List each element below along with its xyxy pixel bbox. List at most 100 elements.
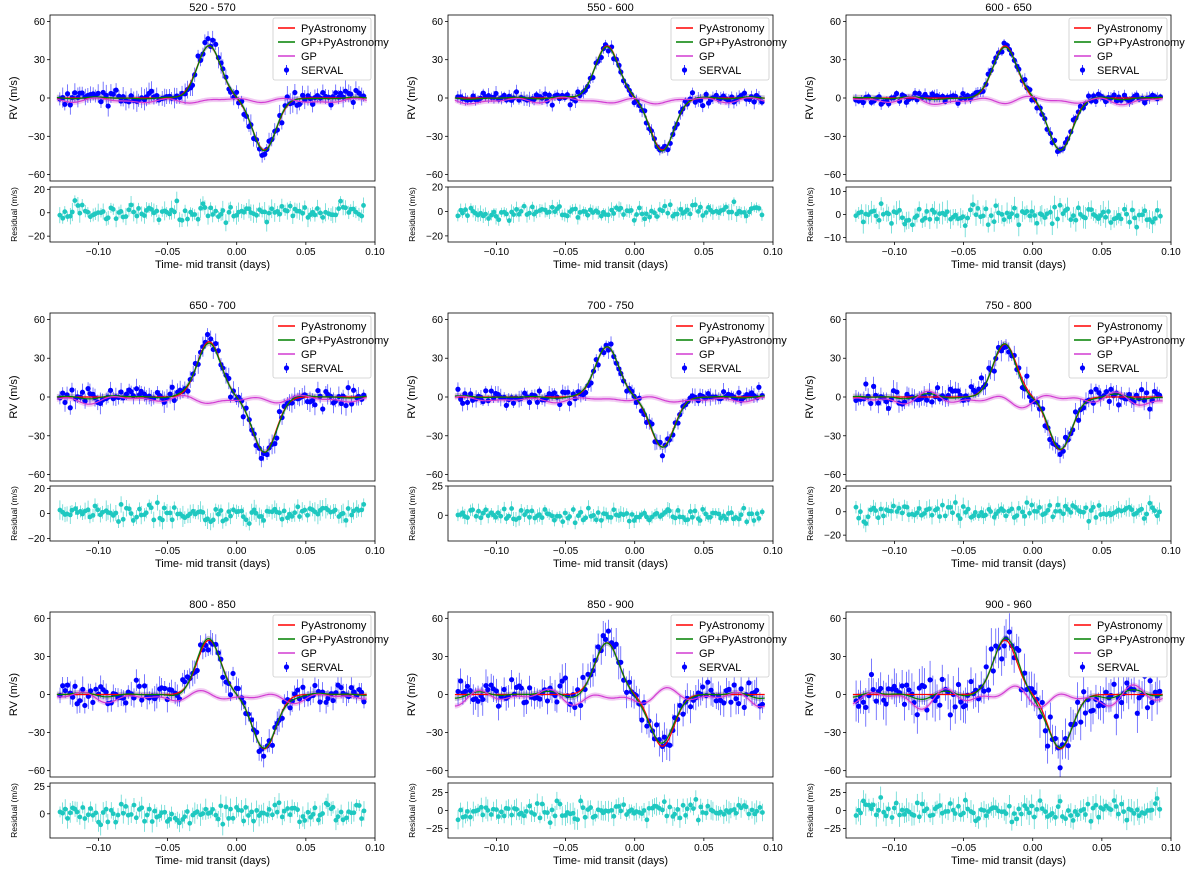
serval-point [1042,728,1048,734]
serval-point [865,393,871,399]
residual-point [92,503,98,509]
serval-point [901,701,908,707]
residual-point [644,514,650,520]
xtick-label: 0.00 [1023,843,1043,854]
residual-point [953,212,958,218]
residual-point [501,506,507,512]
subplot-title: 850 - 900 [587,599,633,611]
serval-point [64,91,71,97]
serval-point [85,386,91,392]
residual-point [716,511,722,517]
serval-point [751,99,757,105]
residual-point [692,202,698,208]
serval-point [110,91,116,97]
residual-point [631,217,637,223]
residual-point [192,212,198,217]
residual-point [629,512,635,517]
serval-point [912,90,918,96]
serval-point [978,375,985,381]
residual-point [988,509,994,514]
residual-point [1128,807,1134,813]
residual-ytick-label: 0 [39,208,45,219]
residual-point [297,819,302,825]
residual-point [88,806,94,811]
serval-point [713,698,719,704]
residual-point [95,507,101,513]
residual-point [1016,505,1022,511]
serval-point [1134,92,1140,98]
residual-point [948,504,953,510]
residual-plot-area [853,194,1163,238]
residual-point [743,804,749,810]
residual-point [115,812,121,818]
residual-point [522,512,528,518]
residual-point [930,812,936,818]
rv-ytick-label: −60 [426,470,443,481]
legend-serval-marker [1079,365,1086,371]
residual-point [881,513,886,519]
serval-point [870,383,877,389]
serval-point [296,101,303,107]
residual-point [120,516,126,522]
residual-point [1042,511,1048,516]
residual-point [486,216,491,221]
serval-point [595,644,601,650]
legend-label: PyAstronomy [301,620,367,632]
residual-point [100,810,106,815]
residual-point [1157,509,1162,515]
residual-point [687,509,693,514]
subplot-title: 900 - 960 [985,599,1031,611]
serval-point [1144,390,1150,396]
legend: PyAstronomy GP+PyAstronomy GP SERVAL [670,614,787,678]
rv-ytick-label: −30 [824,132,841,143]
serval-point [868,400,874,407]
residual-point [927,216,933,222]
residual-point [979,509,984,515]
residual-point [359,507,365,513]
legend: PyAstronomy GP+PyAstronomy GP SERVAL [670,315,787,379]
serval-point [523,699,529,705]
residual-point [896,505,902,511]
xlabel: Time- mid transit (days) [951,855,1066,867]
residual-ytick-label: 25 [830,788,842,799]
residual-point [759,509,765,515]
serval-point [667,742,673,748]
gp-pyastronomy-line [454,642,765,744]
residual-point [922,215,928,221]
serval-point [60,390,66,396]
rv-ytick-label: 0 [39,94,45,105]
serval-point [720,389,727,395]
residual-point [754,808,760,814]
residual-point [973,212,979,218]
residual-point [588,805,594,810]
serval-point [330,697,336,704]
legend-label: PyAstronomy [301,321,367,333]
gp-line [852,390,1163,409]
gp-line [454,686,765,708]
residual-point [1009,211,1015,217]
legend-label: GP+PyAstronomy [301,335,389,347]
residual-point [137,506,142,512]
serval-point [1108,386,1114,392]
serval-point [1134,710,1140,716]
residual-point [146,806,152,812]
residual-point [65,815,71,821]
residual-point [924,806,930,812]
residual-point [628,207,634,213]
residual-point [350,206,356,212]
serval-point [708,687,714,693]
serval-point [455,688,461,695]
residual-point [1083,215,1088,221]
serval-point [875,400,881,406]
serval-point [356,90,362,96]
residual-point [77,210,83,216]
rv-ylabel: RV (m/s) [406,375,418,418]
serval-point [624,689,630,695]
rv-ytick-label: −30 [426,728,443,739]
residual-point [478,515,484,521]
residual-point [891,503,896,509]
residual-point [292,510,298,516]
gp-band [454,685,765,710]
residual-point [952,811,958,816]
residual-point [545,810,550,816]
